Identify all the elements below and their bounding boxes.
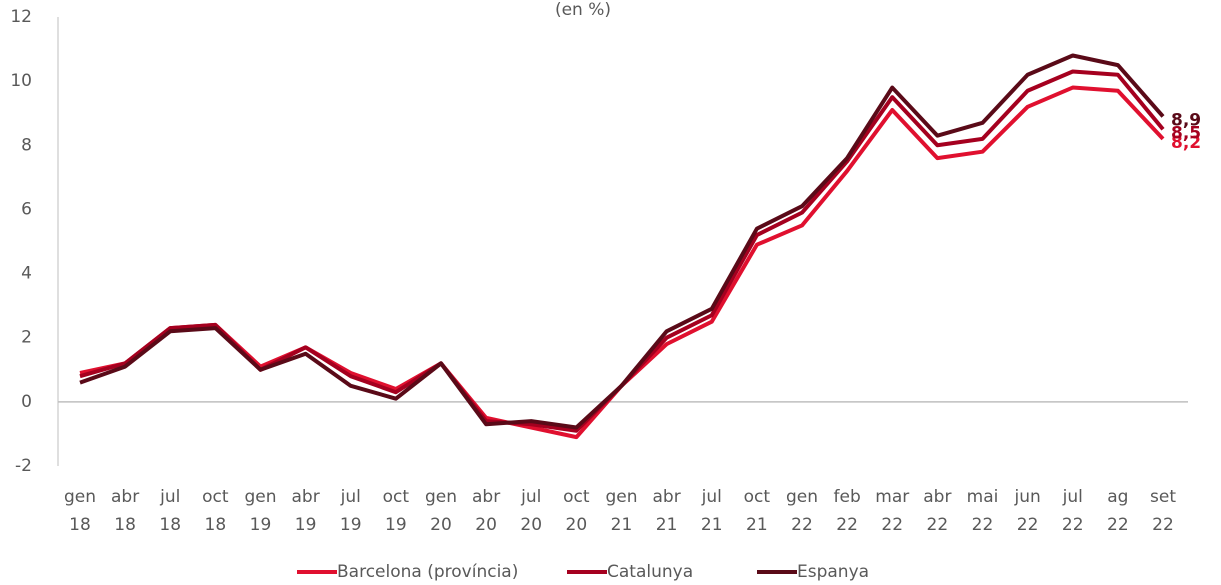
x-tick-label: abr 18 xyxy=(111,487,139,535)
y-tick-label: -2 xyxy=(15,456,32,476)
x-tick-label: jul 18 xyxy=(159,487,181,535)
x-tick-label: oct 20 xyxy=(563,487,590,535)
legend-label: Catalunya xyxy=(607,562,693,582)
line-series xyxy=(79,69,1165,433)
x-tick-label: gen 21 xyxy=(605,487,637,535)
x-tick-label: set 22 xyxy=(1150,487,1176,535)
x-tick-label: jun 22 xyxy=(1013,487,1040,535)
x-tick-label: abr 20 xyxy=(472,487,500,535)
x-tick-label: jul 20 xyxy=(520,487,542,535)
value-label: 8,2 xyxy=(1171,133,1201,153)
x-tick-label: ag 22 xyxy=(1107,487,1129,535)
x-tick-label: abr 22 xyxy=(923,487,951,535)
x-tick-label: abr 21 xyxy=(653,487,681,535)
x-tick-label: oct 19 xyxy=(383,487,410,535)
x-tick-label: oct 21 xyxy=(744,487,771,535)
legend-label: Espanya xyxy=(797,562,869,582)
y-tick-label: 10 xyxy=(10,71,32,91)
legend-label: Barcelona (província) xyxy=(337,562,518,582)
x-tick-label: mar 22 xyxy=(875,487,909,535)
chart-title: (en %) xyxy=(555,0,611,20)
y-tick-label: 2 xyxy=(21,328,32,348)
x-tick-label: gen 22 xyxy=(786,487,818,535)
x-tick-label: feb 22 xyxy=(834,487,861,535)
x-tick-label: jul 19 xyxy=(340,487,362,535)
x-tick-label: abr 19 xyxy=(292,487,320,535)
x-tick-label: oct 18 xyxy=(202,487,229,535)
y-tick-label: 12 xyxy=(10,7,32,27)
value-label: 8,5 xyxy=(1171,123,1201,143)
y-tick-label: 0 xyxy=(21,392,32,412)
value-label: 8,9 xyxy=(1171,110,1201,130)
y-tick-label: 8 xyxy=(21,135,32,155)
x-tick-label: gen 18 xyxy=(64,487,96,535)
x-tick-label: mai 22 xyxy=(967,487,999,535)
line-series xyxy=(79,53,1165,430)
x-tick-label: jul 22 xyxy=(1062,487,1084,535)
y-tick-label: 4 xyxy=(21,264,32,284)
x-tick-label: gen 19 xyxy=(244,487,276,535)
x-tick-label: jul 21 xyxy=(701,487,723,535)
x-tick-label: gen 20 xyxy=(425,487,457,535)
y-tick-label: 6 xyxy=(21,199,32,219)
